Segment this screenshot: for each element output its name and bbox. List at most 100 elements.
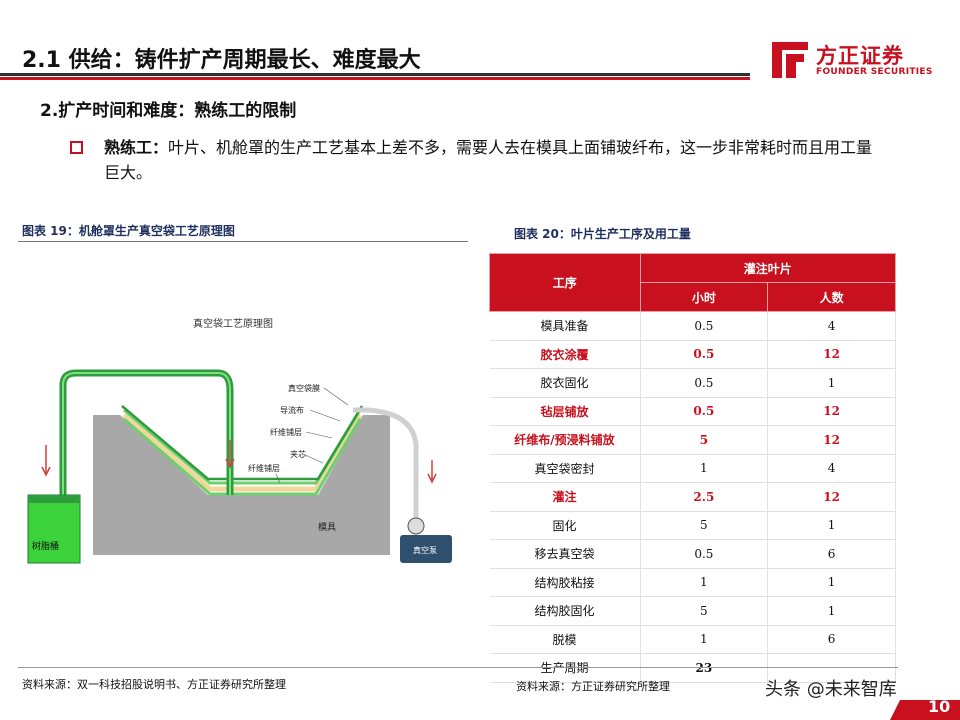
page-number: 10 [928,697,951,716]
table-row: 结构胶粘接 1 1 [489,568,896,597]
vacuum-pump [400,535,452,563]
label-fiber-layer-2: 纤维铺层 [248,463,280,473]
cell-process: 模具准备 [489,311,641,341]
cell-people: 4 [767,454,896,483]
section-subtitle: 2.扩产时间和难度：熟练工的限制 [40,101,297,121]
cell-people: 1 [767,596,896,626]
cell-people: 12 [767,340,896,369]
arrow-down-icon [225,440,235,469]
table-subheader-row: 小时 人数 [490,282,896,312]
cell-people: 12 [767,397,896,426]
table-row: 脱模 1 6 [489,625,896,654]
resin-tank-lid [28,495,80,503]
table-row: 固化 5 1 [489,511,896,540]
logo-name-en: FOUNDER SECURITIES [816,67,933,77]
resin-tank [27,494,81,564]
pump-gauge-icon [407,517,425,535]
cell-process: 纤维布/预浸料铺放 [489,425,641,455]
figure-19-caption: 图表 19：机舱罩生产真空袋工艺原理图 [22,224,235,238]
table-row: 真空袋密封 1 4 [489,454,896,483]
figure-19-caption-rule [18,241,468,242]
cell-process: 胶衣涂覆 [489,340,641,369]
table-header-row: 工序 灌注叶片 [489,253,896,312]
cell-process: 移去真空袋 [489,539,641,569]
page-number-tab [890,700,960,720]
table-row: 移去真空袋 0.5 6 [489,539,896,569]
arrow-down-icon [427,460,437,484]
vacuum-bag-diagram: 真空袋工艺原理图 树脂桶 真空泵 真空袋膜 导流布 纤维铺层 夹芯 纤维铺层 模… [27,317,452,564]
process-table: 工序 灌注叶片 小时 人数 模具准备 0.5 4 胶衣涂覆 0.5 12 胶衣固化 0.5 1 毡… [489,253,896,683]
header-people: 人数 [767,282,896,312]
bullet-body: 叶片、机舱罩的生产工艺基本上差不多，需要人去在模具上面铺玻纤布，这一步非常耗时而… [104,138,873,182]
cell-people: 6 [767,539,896,569]
company-logo: 方正证券 FOUNDER SECURITIES [768,38,933,82]
cell-process: 灌注 [489,482,641,512]
label-fiber-layer-1: 纤维铺层 [270,427,302,437]
cell-people: 1 [767,511,896,540]
cell-hours: 0.5 [640,539,769,569]
cell-process: 固化 [489,511,641,540]
title-divider [0,73,750,76]
label-mold: 模具 [318,522,336,533]
table-row: 灌注 2.5 12 [489,482,896,512]
bullet-square-icon [70,141,83,154]
cell-hours: 0.5 [640,311,769,341]
source-divider [18,667,898,668]
label-vacuum-pump: 真空泵 [413,545,437,555]
cell-hours: 0.5 [640,340,769,369]
diagram-title: 真空袋工艺原理图 [193,317,273,330]
cell-process: 真空袋密封 [489,454,641,483]
header-hours: 小时 [639,282,769,312]
core-layer [122,413,363,492]
cell-process: 结构胶固化 [489,596,641,626]
label-flow-mesh: 导流布 [280,405,304,415]
cell-people: 12 [767,482,896,512]
cell-hours: 1 [640,568,769,597]
cell-hours: 2.5 [640,482,769,512]
cell-people: 6 [767,625,896,654]
cell-process: 胶衣固化 [489,368,641,398]
table-body: 模具准备 0.5 4 胶衣涂覆 0.5 12 胶衣固化 0.5 1 毡层铺放 0.5 12 纤维布/预浸… [489,311,896,683]
watermark: 头条 @未来智库 [765,679,897,700]
leader-line [275,473,281,484]
label-resin-tank: 树脂桶 [32,540,59,552]
cell-process: 结构胶粘接 [489,568,641,597]
leader-line [323,387,349,406]
label-core: 夹芯 [290,449,306,459]
table-row: 毡层铺放 0.5 12 [489,397,896,426]
cell-process: 毡层铺放 [489,397,641,426]
figure-19-source: 资料来源：双一科技招股说明书、方正证券研究所整理 [22,678,286,691]
vacuum-pipe [353,407,419,520]
arrow-down-icon [41,445,51,477]
vacuum-bag-film [121,405,364,481]
page-title: 2.1 供给：铸件扩产周期最长、难度最大 [22,48,421,73]
title-divider-accent [0,77,750,80]
bullet-paragraph: 熟练工：叶片、机舱罩的生产工艺基本上差不多，需要人去在模具上面铺玻纤布，这一步非… [104,135,884,185]
cell-hours: 5 [640,511,769,540]
figure-20-source: 资料来源：方正证券研究所整理 [516,680,670,693]
leader-line [302,453,324,464]
table-row: 纤维布/预浸料铺放 5 12 [489,425,896,455]
mold-body [93,415,390,555]
fiber-layer [123,417,362,496]
table-row: 胶衣涂覆 0.5 12 [489,340,896,369]
cell-hours: 5 [640,425,769,455]
table-row: 模具准备 0.5 4 [489,311,896,341]
logo-mark-icon [772,42,808,78]
cell-people: 1 [767,568,896,597]
cell-hours: 0.5 [640,397,769,426]
cell-hours: 0.5 [640,368,769,398]
cell-people: 1 [767,368,896,398]
leader-line [305,431,333,439]
table-row: 胶衣固化 0.5 1 [489,368,896,398]
cell-process: 脱模 [489,625,641,654]
bullet-term: 熟练工： [104,138,169,157]
cell-hours: 1 [640,454,769,483]
header-group: 灌注叶片 [639,253,896,283]
label-vacuum-bag: 真空袋膜 [288,383,320,393]
cell-people: 4 [767,311,896,341]
table-row: 结构胶固化 5 1 [489,596,896,626]
cell-hours: 5 [640,596,769,626]
leader-line [309,409,341,422]
cell-people: 12 [767,425,896,455]
